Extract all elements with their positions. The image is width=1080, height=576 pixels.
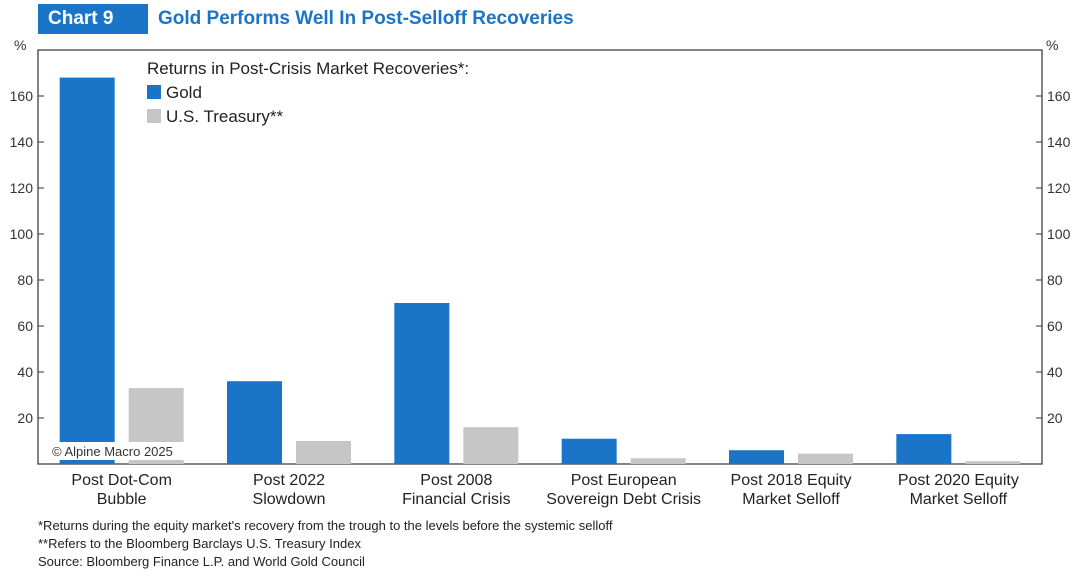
category-label: Post 2020 Equity bbox=[898, 472, 1019, 489]
category-label: Post 2018 Equity bbox=[731, 472, 852, 489]
y-tick-label-left: 100 bbox=[10, 226, 34, 242]
bar-treasury bbox=[630, 458, 686, 464]
category-labels: Post Dot-Com Bubble Post 2022 Slowdown Post … bbox=[71, 472, 1018, 508]
watermark-background bbox=[50, 442, 190, 460]
bar-treasury bbox=[296, 441, 351, 464]
y-tick-label-left: 20 bbox=[17, 410, 33, 426]
bar-gold bbox=[896, 434, 952, 464]
bars bbox=[59, 77, 1021, 464]
y-tick-label-right: 40 bbox=[1047, 364, 1063, 380]
y-tick-label-left: 40 bbox=[17, 364, 33, 380]
category-label: Sovereign Debt Crisis bbox=[546, 491, 701, 508]
y-tick-label-right: 80 bbox=[1047, 272, 1063, 288]
bar-gold bbox=[561, 438, 617, 464]
category-label: Post 2022 bbox=[253, 472, 325, 489]
category-label: Post Dot-Com bbox=[71, 472, 171, 489]
bar-chart: % % 20 20 40 40 60 60 80 80 100 100 120 120 140 140 16… bbox=[10, 38, 1071, 508]
legend-swatch-gold bbox=[147, 85, 161, 99]
bar-gold bbox=[394, 303, 450, 464]
legend-label-gold: Gold bbox=[166, 83, 202, 102]
bar-gold bbox=[59, 77, 115, 464]
category-label: Slowdown bbox=[253, 491, 326, 508]
category-label: Market Selloff bbox=[910, 491, 1008, 508]
chart-header: Chart 9 Gold Performs Well In Post-Sello… bbox=[0, 0, 1080, 38]
legend-label-treasury: U.S. Treasury** bbox=[166, 107, 284, 126]
footnote-returns: *Returns during the equity market's reco… bbox=[38, 518, 613, 533]
y-tick-label-right: 100 bbox=[1047, 226, 1071, 242]
category-label: Market Selloff bbox=[742, 491, 840, 508]
category-label: Bubble bbox=[97, 491, 147, 508]
y-tick-label-right: 120 bbox=[1047, 180, 1071, 196]
y-tick-label-right: 160 bbox=[1047, 88, 1071, 104]
category-label: Post European bbox=[571, 472, 677, 489]
watermark: © Alpine Macro 2025 bbox=[52, 444, 173, 459]
y-tick-label-left: 60 bbox=[17, 318, 33, 334]
chart-number-label: Chart 9 bbox=[38, 4, 148, 34]
y-axis-right-unit: % bbox=[1046, 38, 1058, 53]
y-tick-label-left: 160 bbox=[10, 88, 34, 104]
y-tick-label-left: 120 bbox=[10, 180, 34, 196]
legend-swatch-treasury bbox=[147, 109, 161, 123]
bar-treasury bbox=[965, 461, 1021, 464]
category-label: Financial Crisis bbox=[402, 491, 510, 508]
y-tick-label-right: 140 bbox=[1047, 134, 1071, 150]
plot-frame bbox=[37, 49, 1043, 465]
y-tick-label-left: 80 bbox=[17, 272, 33, 288]
footnote-treasury-index: **Refers to the Bloomberg Barclays U.S. … bbox=[38, 536, 361, 551]
legend: Returns in Post-Crisis Market Recoveries… bbox=[147, 59, 469, 126]
chart-title: Gold Performs Well In Post-Selloff Recov… bbox=[158, 8, 574, 29]
axis-ticks: 20 20 40 40 60 60 80 80 100 100 120 120 140 140 160 160 bbox=[10, 88, 1071, 426]
footnote-source: Source: Bloomberg Finance L.P. and World… bbox=[38, 554, 365, 569]
legend-title: Returns in Post-Crisis Market Recoveries… bbox=[147, 59, 469, 78]
bar-treasury bbox=[798, 453, 853, 464]
y-tick-label-left: 140 bbox=[10, 134, 34, 150]
bar-gold bbox=[729, 450, 784, 464]
y-tick-label-right: 60 bbox=[1047, 318, 1063, 334]
category-label: Post 2008 bbox=[420, 472, 492, 489]
y-tick-label-right: 20 bbox=[1047, 410, 1063, 426]
bar-treasury bbox=[463, 427, 519, 464]
y-axis-left-unit: % bbox=[14, 38, 26, 53]
bar-gold bbox=[227, 381, 282, 464]
